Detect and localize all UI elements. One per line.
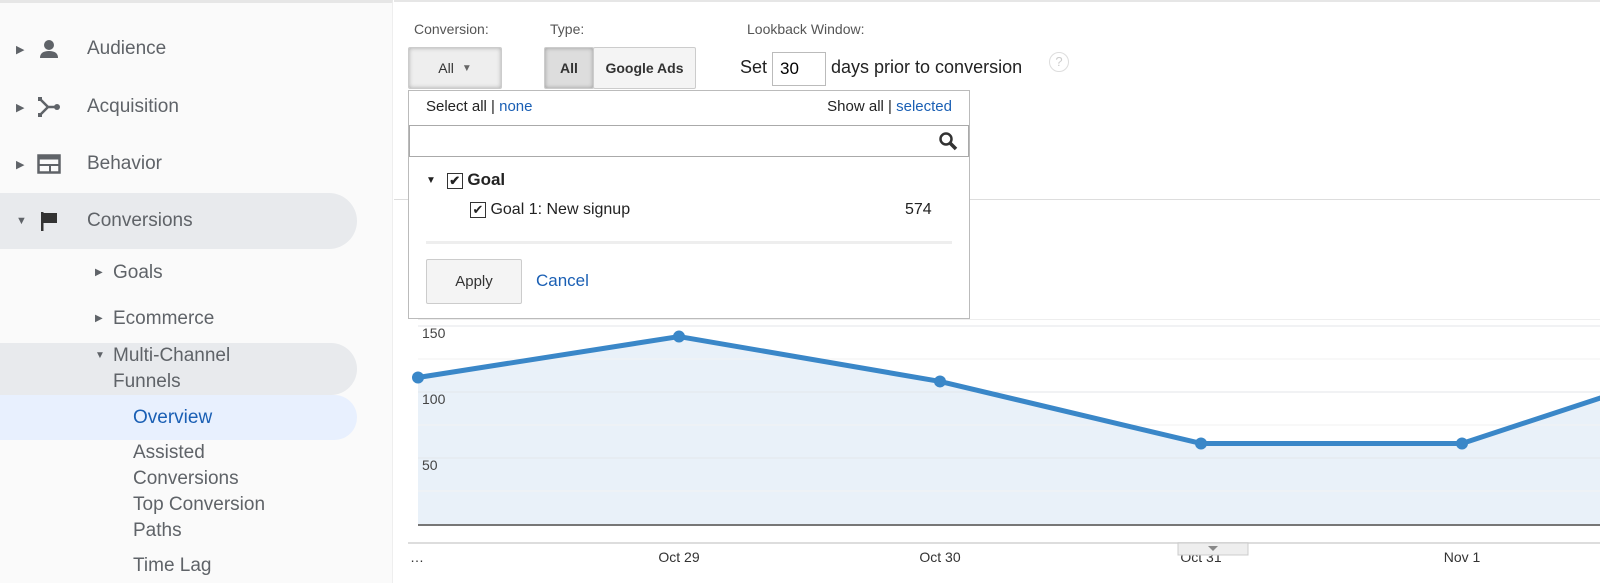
nav-label: Time Lag [133,555,212,576]
nav-multi-channel-funnels[interactable]: ▼ Multi-Channel Funnels [95,343,231,395]
data-point [673,330,685,343]
nav-label: Acquisition [87,96,179,117]
type-google-ads-button[interactable]: Google Ads [593,47,696,89]
divider [426,241,952,244]
divider [394,199,1600,200]
caret-right-icon: ▶ [16,101,25,114]
goal-group-checkbox[interactable]: ✔ [446,172,463,189]
nav-ecommerce[interactable]: ▶ Ecommerce [95,306,215,332]
set-label: Set [740,57,768,77]
search-icon[interactable] [938,131,958,156]
nav-label: Conversions [87,210,193,231]
x-tick-label: Nov 1 [1444,549,1481,565]
conversion-dropdown[interactable]: All ▼ [408,47,502,89]
behavior-icon [36,151,62,177]
nav-top-conversion-paths[interactable]: Top Conversion Paths [133,492,265,544]
show-selected-link[interactable]: selected [896,98,952,115]
nav-label: Conversions [133,468,239,489]
goal-group-label: Goal [467,170,506,189]
nav-label: Multi-Channel [113,345,231,366]
x-tick-label: Oct 29 [658,549,699,565]
days-suffix: days prior to conversion [831,57,1023,77]
nav-assisted-conversions[interactable]: Assisted Conversions [133,440,239,492]
nav-label: Assisted [133,442,205,463]
nav-label: Funnels [113,371,181,392]
type-google-ads-label: Google Ads [605,60,684,76]
cancel-link[interactable]: Cancel [536,271,589,290]
x-tick-label: … [410,549,424,565]
goal-item-label: Goal 1: New signup [490,201,631,218]
apply-label: Apply [455,273,493,290]
goal-group[interactable]: ▼ ✔ Goal [426,170,505,190]
chevron-down-icon [1208,546,1218,551]
nav-overview[interactable]: Overview [0,395,357,440]
caret-right-icon: ▶ [16,43,25,56]
gridline [418,319,1600,320]
x-tick-label: Oct 30 [919,549,960,565]
goal-item-count: 574 [905,201,932,218]
show-all-link[interactable]: Show all [827,98,884,115]
nav-label: Top Conversion [133,494,266,515]
goal-item-checkbox[interactable]: ✔ [470,201,486,218]
top-border [394,0,1600,2]
person-icon [36,36,62,62]
data-point [1195,437,1207,450]
nav-label: Behavior [87,153,162,174]
apply-button[interactable]: Apply [426,259,522,304]
y-tick-label: 50 [422,457,438,473]
sidebar: ▶ Audience ▶ Acquisition ▶ Behavior ▼ Co… [0,0,393,583]
nav-mcf-bg [0,343,357,395]
select-none-link[interactable]: none [499,98,533,115]
nav-label: Ecommerce [113,308,215,329]
nav-label: Overview [133,407,213,428]
acquisition-icon [36,94,62,120]
caret-right-icon: ▶ [95,267,103,278]
caret-down-icon: ▼ [95,350,105,361]
caret-down-icon: ▼ [16,215,27,227]
nav-time-lag[interactable]: Time Lag [133,553,212,579]
caret-right-icon: ▶ [16,158,25,171]
nav-label: Goals [113,262,163,283]
conversion-label: Conversion: [414,21,489,37]
type-all-label: All [560,60,578,76]
nav-conversions[interactable]: ▼ Conversions [0,193,357,249]
goal-item[interactable]: ✔ Goal 1: New signup [470,201,630,219]
search-box[interactable] [409,125,969,157]
separator: | [888,98,892,115]
chevron-down-icon: ▼ [461,62,472,74]
nav-label: Audience [87,38,167,59]
search-input[interactable] [410,126,913,156]
caret-down-icon[interactable]: ▼ [426,175,436,187]
y-tick-label: 100 [422,391,446,407]
conversion-value: All [438,60,454,76]
separator: | [491,98,495,115]
lookback-days-input[interactable] [772,52,826,86]
nav-label: Paths [133,520,182,541]
nav-goals[interactable]: ▶ Goals [95,260,163,286]
data-point [412,371,424,384]
area-fill [418,336,1600,524]
type-label: Type: [550,21,585,37]
lookback-label: Lookback Window: [747,21,865,37]
flag-icon [36,208,62,234]
caret-right-icon: ▶ [95,313,103,324]
y-tick-label: 150 [422,325,446,341]
type-all-button[interactable]: All [544,47,594,89]
series-line [417,334,1600,446]
main: Conversion: All ▼ Type: All Google Ads Lo… [394,0,1600,583]
help-icon[interactable]: ? [1049,52,1069,72]
select-all-link[interactable]: Select all [426,98,487,115]
data-point [934,375,946,388]
conversion-dropdown-panel: Select all | none Show all | selected ▼ … [408,90,970,319]
data-point [1456,437,1468,450]
